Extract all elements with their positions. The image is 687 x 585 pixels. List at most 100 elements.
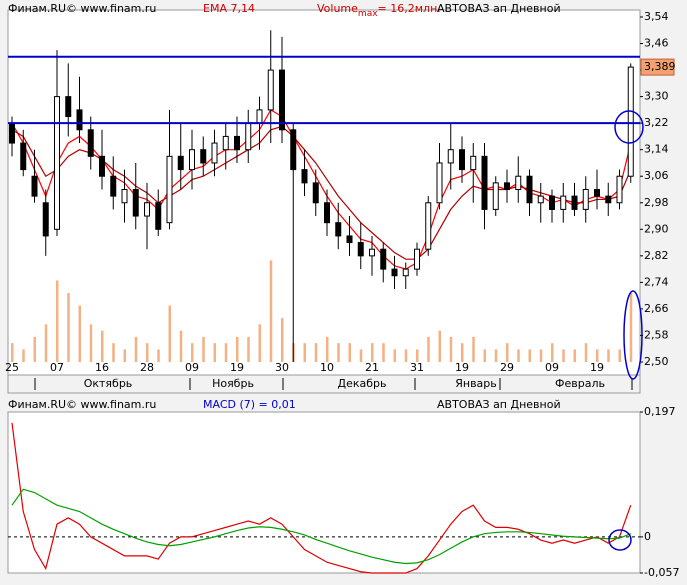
candle-body — [391, 268, 398, 277]
candle-body — [369, 248, 375, 257]
candle-body — [346, 235, 353, 244]
volume-bar — [78, 305, 81, 362]
y-tick-label: 3,30 — [644, 90, 669, 103]
month-separators — [34, 378, 633, 390]
volume-bar — [123, 349, 126, 362]
y-tick-label: 2,82 — [644, 249, 669, 262]
volume-bar — [236, 336, 239, 362]
volume-bar — [258, 324, 261, 362]
volume-bar — [629, 293, 633, 362]
candle-body — [515, 175, 522, 191]
candle-body — [144, 202, 150, 217]
x-tick-label: 16 — [95, 361, 109, 374]
candle-body — [560, 195, 567, 210]
y-tick-label: 2,50 — [644, 355, 669, 368]
month-label: Февраль — [555, 377, 605, 390]
candle-body — [155, 202, 162, 230]
candle-body — [312, 182, 319, 204]
candle-body — [571, 195, 578, 210]
x-tick-label: 09 — [545, 361, 559, 374]
volume-bar — [528, 349, 531, 362]
x-tick-label: 19 — [590, 361, 604, 374]
volume-bar — [618, 349, 621, 362]
highlight-circle — [608, 529, 632, 551]
volume-bar — [314, 343, 318, 362]
source: Финам.RU© www.finam.ru — [8, 2, 156, 15]
indicator: MACD (7) = 0,01 — [203, 398, 296, 411]
volume-bar — [517, 349, 520, 362]
macd-panel — [7, 411, 641, 574]
volume-bar — [112, 343, 115, 362]
candle-body — [425, 202, 432, 250]
candle-body — [492, 182, 499, 210]
volume-bar — [562, 349, 565, 362]
volume-bar — [326, 336, 329, 362]
candle-body — [459, 149, 465, 171]
candle-body — [267, 69, 274, 111]
x-tick-label: 25 — [5, 361, 19, 374]
volume-bar — [472, 336, 475, 362]
source: Финам.RU© www.finam.ru — [8, 398, 156, 411]
x-tick-label: 31 — [410, 361, 424, 374]
candle-body — [177, 155, 184, 171]
volume-bar — [584, 343, 588, 362]
volume-word: Volume — [317, 2, 358, 15]
volume-bar — [393, 349, 396, 362]
candle-body — [447, 149, 454, 164]
candle-body — [54, 96, 60, 230]
candle-body — [470, 155, 477, 171]
macd-line — [11, 488, 631, 565]
candle-body — [549, 195, 555, 210]
volume-bar — [89, 324, 93, 362]
candle-body — [189, 149, 195, 171]
volume-bar — [191, 343, 194, 362]
y-tick-label: 3,06 — [644, 169, 669, 182]
volume-bar — [213, 343, 216, 362]
volume-bar — [573, 349, 576, 362]
candle-body — [211, 142, 218, 164]
candle-body — [234, 135, 240, 151]
highlight-circle — [614, 110, 644, 144]
candle-body — [582, 189, 589, 210]
y-tick-label: -0,057 — [644, 566, 679, 579]
volume-bar — [33, 336, 36, 362]
x-tick-label: 07 — [50, 361, 64, 374]
x-tick-label: 19 — [230, 361, 244, 374]
volume-value: = 16,2млн. — [378, 2, 441, 15]
candle-body — [9, 122, 15, 144]
last-price-box — [640, 58, 675, 76]
x-tick-label: 29 — [500, 361, 514, 374]
volume-bar — [494, 349, 498, 362]
x-tick-label: 30 — [275, 361, 289, 374]
x-tick-label: 09 — [185, 361, 199, 374]
volume-bar — [224, 343, 228, 362]
volume-bar — [179, 330, 183, 362]
candle-body — [76, 109, 83, 131]
candle-body — [110, 175, 117, 197]
macd-line — [11, 422, 632, 574]
volume-bar — [56, 280, 59, 362]
candle-body — [301, 169, 308, 184]
candle-body — [132, 189, 139, 217]
candle-body — [200, 149, 207, 164]
volume-bar — [359, 349, 363, 362]
candle-body — [99, 155, 105, 177]
volume-bar — [134, 336, 138, 362]
candle-body — [504, 182, 510, 191]
x-tick-label: 19 — [455, 361, 469, 374]
volume-bar — [269, 260, 273, 362]
volume-bar — [348, 343, 351, 362]
y-tick-label: 0,197 — [644, 405, 676, 418]
y-tick-label: 2,98 — [644, 196, 669, 209]
x-axis-band — [7, 374, 641, 394]
candle-body — [594, 189, 600, 197]
y-tick-label: 3,22 — [644, 116, 669, 129]
candle-body — [166, 155, 173, 224]
volume-bar — [382, 343, 385, 362]
candle-body — [335, 222, 342, 237]
y-tick-label: 2,74 — [644, 275, 669, 288]
y-tick-label: 3,14 — [644, 143, 669, 156]
volume-bar — [337, 343, 340, 362]
volume-bar — [371, 343, 374, 362]
